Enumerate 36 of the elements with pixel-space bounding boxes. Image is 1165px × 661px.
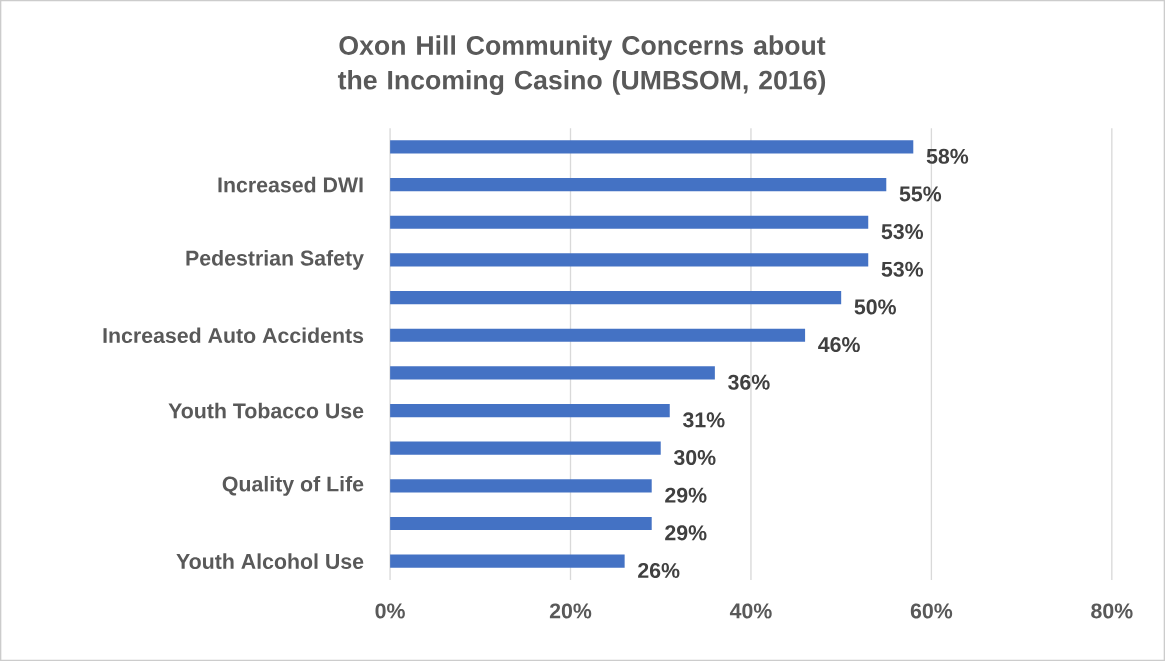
y-tick-label: Youth Alcohol Use	[176, 553, 364, 569]
data-label: 53%	[881, 261, 924, 277]
chart-title: Oxon Hill Community Concerns about the Incoming Casino (UMBSOM, 2016)	[337, 35, 826, 95]
data-label: 58%	[926, 148, 969, 164]
data-label: 53%	[881, 223, 924, 240]
x-tick-label: 60%	[910, 603, 953, 619]
bar	[390, 516, 652, 531]
data-label: 36%	[728, 374, 770, 390]
y-tick-label: Youth Tobacco Use	[168, 402, 364, 419]
x-tick-label: 20%	[549, 603, 592, 619]
y-tick-label: Pedestrian Safety	[186, 249, 364, 270]
bar	[390, 554, 625, 568]
data-label: 55%	[899, 186, 942, 202]
bar	[390, 140, 914, 154]
data-label: 31%	[682, 412, 725, 428]
bar	[390, 441, 661, 455]
bar	[390, 479, 652, 493]
data-label: 29%	[665, 525, 707, 541]
y-tick-label: Quality of Life	[222, 475, 364, 496]
bar	[390, 215, 869, 229]
data-label: 46%	[818, 336, 860, 353]
bar	[390, 366, 715, 380]
bar	[390, 290, 842, 305]
x-tick-label: 0%	[375, 603, 405, 619]
data-label: 26%	[638, 562, 680, 578]
bar	[390, 403, 670, 418]
bar	[390, 328, 806, 342]
y-tick-label: Increased Auto Accidents	[103, 327, 364, 343]
data-label: 50%	[854, 299, 896, 315]
data-label: 30%	[673, 449, 716, 466]
bar	[390, 177, 887, 192]
y-tick-label: Increased DWI	[218, 176, 363, 193]
data-label: 29%	[665, 487, 707, 503]
x-tick-label: 40%	[729, 603, 772, 619]
bar	[390, 253, 869, 267]
x-tick-label: 80%	[1091, 603, 1133, 619]
